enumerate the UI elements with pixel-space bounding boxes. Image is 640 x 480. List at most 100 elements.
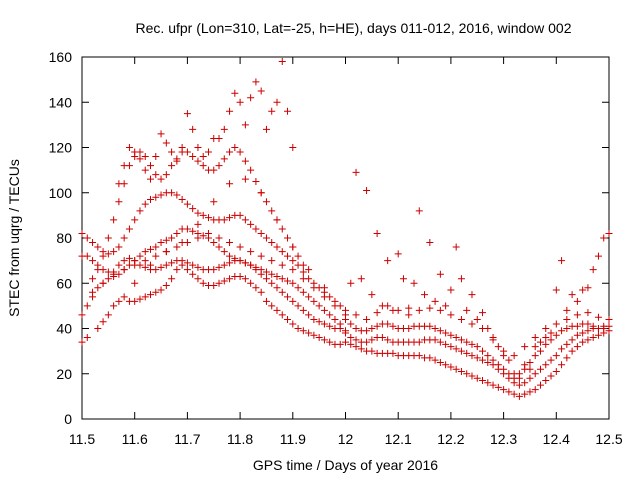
y-tick-label: 100	[49, 185, 73, 201]
data-point	[452, 334, 460, 342]
data-point	[89, 275, 97, 283]
data-point	[584, 309, 592, 317]
data-point	[131, 261, 139, 269]
data-point	[247, 94, 255, 102]
x-tick-label: 11.6	[122, 431, 148, 447]
data-point	[457, 336, 465, 344]
data-point	[268, 270, 276, 278]
data-point	[173, 191, 181, 199]
x-tick-label: 11.8	[227, 431, 253, 447]
data-point	[273, 98, 281, 106]
data-point	[284, 252, 292, 260]
data-point	[447, 311, 455, 319]
data-point	[494, 343, 502, 351]
data-point	[384, 257, 392, 265]
data-point	[289, 257, 297, 265]
data-point	[289, 144, 297, 151]
data-point	[563, 354, 571, 362]
data-point	[278, 288, 286, 296]
data-point	[436, 327, 444, 335]
data-point	[463, 306, 471, 314]
data-point	[442, 361, 450, 369]
data-point	[141, 200, 149, 208]
data-point	[183, 259, 191, 267]
data-point	[273, 216, 281, 224]
data-point	[594, 252, 602, 260]
data-point	[189, 261, 197, 269]
data-point	[573, 331, 581, 339]
data-point	[210, 198, 218, 206]
data-point	[521, 343, 529, 351]
data-point	[299, 268, 307, 276]
data-point	[536, 338, 544, 346]
data-point	[226, 252, 234, 260]
data-point	[552, 286, 560, 294]
data-point	[315, 334, 323, 342]
data-point	[178, 257, 186, 265]
data-point	[262, 297, 270, 305]
data-point	[152, 171, 160, 179]
y-tick-label: 80	[56, 230, 72, 246]
data-point	[489, 381, 497, 389]
data-point	[431, 297, 439, 305]
data-point	[299, 261, 307, 269]
data-point	[152, 252, 160, 260]
y-tick-label: 0	[64, 411, 72, 427]
data-point	[526, 388, 534, 396]
data-point	[83, 252, 91, 260]
data-point	[131, 148, 139, 156]
data-points	[78, 58, 613, 400]
data-point	[284, 293, 292, 301]
data-point	[141, 248, 149, 256]
data-point	[252, 284, 260, 292]
data-point	[268, 239, 276, 247]
data-point	[120, 257, 128, 265]
data-point	[99, 252, 107, 260]
data-point	[594, 313, 602, 321]
data-point	[141, 257, 149, 265]
data-point	[605, 315, 613, 323]
data-point	[378, 334, 386, 342]
data-point	[157, 130, 165, 138]
data-point	[110, 248, 118, 256]
data-point	[457, 315, 465, 323]
data-point	[299, 275, 307, 283]
data-point	[600, 325, 608, 332]
data-point	[552, 352, 560, 360]
data-point	[252, 225, 260, 233]
data-point	[231, 89, 239, 97]
data-point	[305, 293, 313, 301]
data-point	[104, 250, 112, 258]
data-point	[447, 286, 455, 294]
data-point	[405, 311, 413, 319]
data-point	[563, 340, 571, 348]
data-point	[194, 275, 202, 283]
data-point	[247, 166, 255, 174]
data-point	[347, 279, 355, 287]
data-point	[204, 229, 212, 237]
data-point	[162, 248, 170, 256]
data-point	[204, 148, 212, 156]
data-point	[463, 349, 471, 357]
y-tick-label: 40	[56, 321, 72, 337]
data-point	[183, 239, 191, 247]
data-point	[215, 279, 223, 287]
data-point	[215, 234, 223, 242]
data-point	[558, 361, 566, 369]
data-point	[468, 372, 476, 380]
data-point	[147, 291, 155, 299]
data-point	[273, 272, 281, 280]
data-point	[510, 370, 518, 378]
data-point	[468, 291, 476, 299]
data-point	[99, 279, 107, 287]
y-axis-label: STEC from uqrg / TECUs	[6, 159, 22, 317]
data-point	[215, 263, 223, 271]
data-point	[115, 243, 123, 251]
data-point	[605, 322, 613, 330]
data-point	[273, 284, 281, 292]
data-point	[315, 302, 323, 310]
data-point	[278, 311, 286, 319]
y-tick-label: 120	[49, 140, 73, 156]
data-point	[547, 329, 555, 337]
data-point	[563, 325, 571, 332]
